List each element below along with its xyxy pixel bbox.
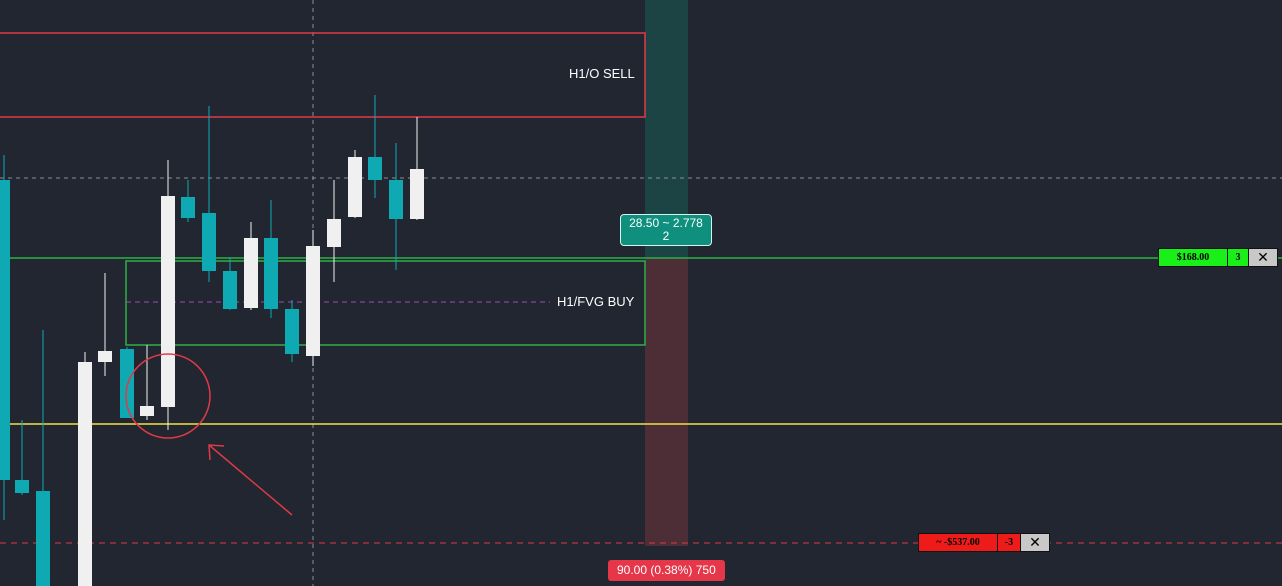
candle bbox=[78, 352, 92, 586]
sell-zone-label: H1/O SELL bbox=[569, 66, 635, 81]
candle bbox=[15, 420, 29, 495]
stop-loss-qty[interactable]: -3 bbox=[998, 534, 1020, 551]
candle bbox=[202, 106, 216, 282]
candle bbox=[368, 95, 382, 198]
candle bbox=[161, 160, 175, 430]
candle bbox=[264, 200, 278, 318]
close-icon[interactable]: ✕ bbox=[1020, 534, 1049, 551]
buy-zone-box[interactable] bbox=[125, 260, 646, 346]
candle bbox=[36, 330, 50, 586]
stop-loss-price[interactable]: ~ -$537.00 bbox=[919, 534, 998, 551]
candles bbox=[0, 95, 424, 586]
candle bbox=[410, 117, 424, 220]
target-info-badge[interactable]: 28.50 ~ 2.778 2 bbox=[620, 214, 712, 246]
circle-annotation[interactable] bbox=[125, 353, 211, 439]
candle bbox=[223, 257, 237, 310]
candle bbox=[181, 180, 195, 222]
candle bbox=[389, 143, 403, 270]
stop-loss-order-tag[interactable]: ~ -$537.00 -3 ✕ bbox=[918, 533, 1050, 552]
candle bbox=[327, 180, 341, 282]
take-profit-qty[interactable]: 3 bbox=[1228, 249, 1248, 266]
stop-zone[interactable] bbox=[645, 258, 688, 546]
take-profit-order-tag[interactable]: $168.00 3 ✕ bbox=[1158, 248, 1278, 267]
candle bbox=[244, 222, 258, 310]
candle bbox=[98, 273, 112, 376]
candle bbox=[0, 155, 10, 520]
close-icon[interactable]: ✕ bbox=[1248, 249, 1277, 266]
target-info-line-2: 2 bbox=[662, 229, 670, 243]
target-info-line-1: 28.50 ~ 2.778 bbox=[629, 216, 703, 230]
candle bbox=[348, 150, 362, 218]
sell-zone-box[interactable] bbox=[0, 32, 646, 118]
buy-zone-label: H1/FVG BUY bbox=[557, 294, 635, 309]
arrow-annotation[interactable] bbox=[208, 444, 293, 516]
stop-info-badge[interactable]: 90.00 (0.38%) 750 bbox=[608, 560, 725, 581]
take-profit-price[interactable]: $168.00 bbox=[1159, 249, 1228, 266]
candle bbox=[306, 230, 320, 366]
candle bbox=[285, 300, 299, 362]
candle bbox=[140, 345, 154, 420]
